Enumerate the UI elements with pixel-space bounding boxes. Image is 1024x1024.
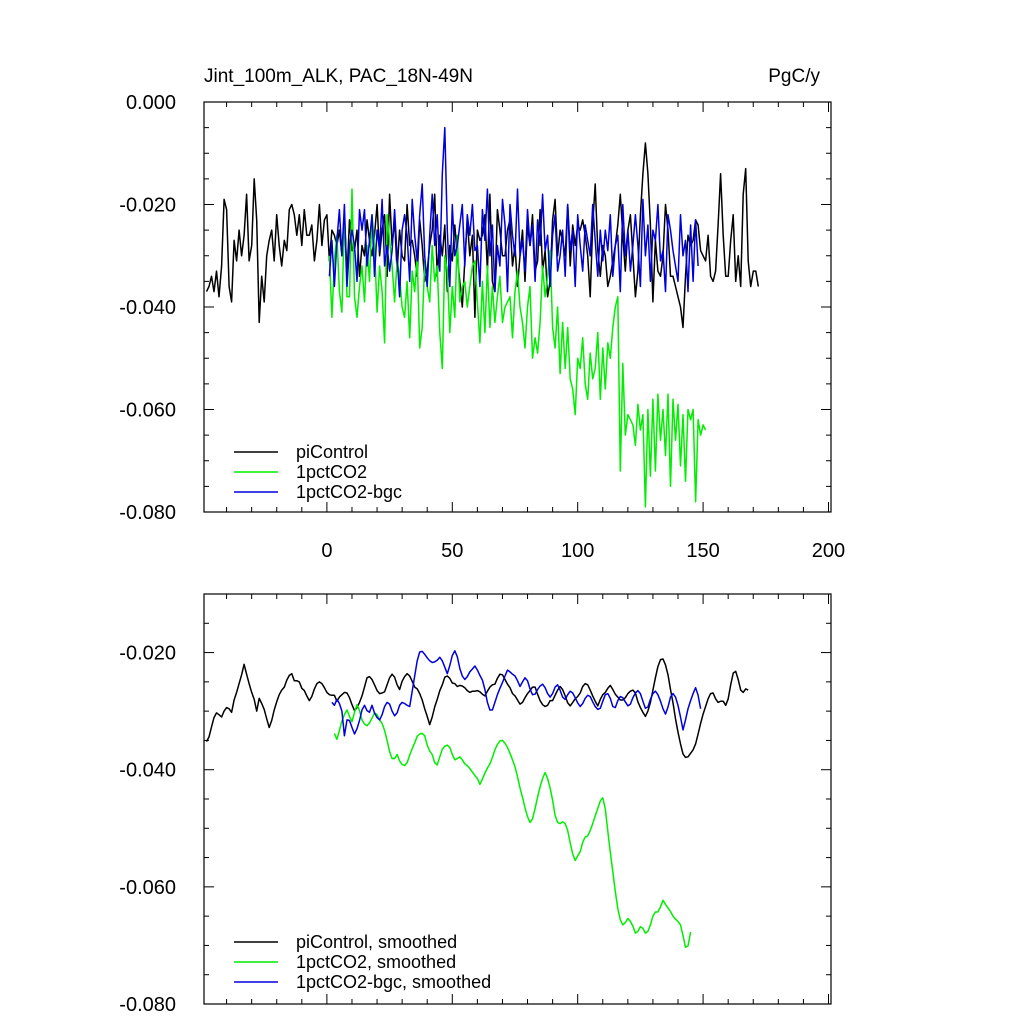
top-series-line-2	[328, 126, 699, 298]
top-y-tick-label: -0.060	[119, 400, 176, 422]
chart-units: PgC/y	[768, 66, 820, 87]
top-series-line-0	[205, 142, 760, 329]
bottom-y-tick-label: -0.020	[119, 643, 176, 665]
bottom-y-tick-label: -0.080	[119, 994, 176, 1016]
top-x-tick-label: 50	[441, 540, 463, 562]
bottom-series-line-2	[331, 650, 702, 737]
bottom-series-line-0	[205, 658, 749, 759]
top-x-tick-label: 100	[561, 540, 594, 562]
top-legend-label: piControl	[296, 442, 368, 462]
top-legend-label: 1pctCO2-bgc	[296, 482, 402, 502]
bottom-panel: -0.080 -0.060 -0.040 -0.020 piControl, smoot…	[119, 593, 832, 1016]
bottom-y-tick-label: -0.060	[119, 877, 176, 899]
top-y-tick-label: -0.040	[119, 297, 176, 319]
bottom-legend-label: 1pctCO2, smoothed	[296, 952, 456, 972]
bottom-legend-label: 1pctCO2-bgc, smoothed	[296, 972, 491, 992]
top-y-tick-label: -0.020	[119, 195, 176, 217]
top-panel: 0 50 100 150 200 -0.080 -0.060 -0.040 -0.020 0.00…	[119, 92, 845, 562]
chart-title: Jint_100m_ALK, PAC_18N-49N	[204, 66, 473, 87]
top-x-tick-label: 0	[321, 540, 332, 562]
top-y-tick-label: 0.000	[126, 92, 176, 114]
top-legend-label: 1pctCO2	[296, 462, 367, 482]
top-y-tick-label: -0.080	[119, 502, 176, 524]
bottom-series-line-1	[333, 703, 692, 948]
top-x-tick-label: 150	[686, 540, 719, 562]
top-x-tick-label: 200	[812, 540, 845, 562]
bottom-y-tick-label: -0.040	[119, 760, 176, 782]
top-series-line-1	[328, 188, 707, 508]
bottom-legend-label: piControl, smoothed	[296, 932, 457, 952]
